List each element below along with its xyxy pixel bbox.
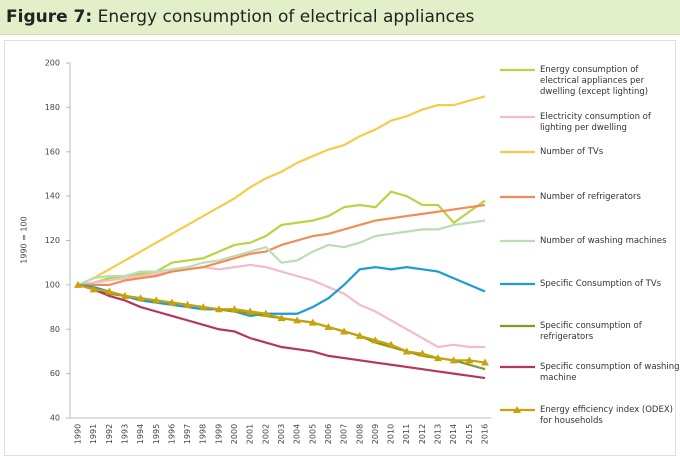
x-tick-label: 2015: [465, 424, 474, 444]
x-tick-label: 2005: [308, 424, 317, 444]
marker: [167, 298, 176, 306]
y-tick-label: 100: [45, 280, 60, 289]
marker: [74, 280, 82, 288]
x-tick-label: 2016: [481, 424, 490, 444]
series-line: [77, 266, 486, 318]
marker: [449, 356, 458, 364]
marker: [199, 303, 208, 311]
marker: [324, 323, 333, 331]
marker: [465, 356, 474, 364]
marker: [277, 314, 286, 322]
y-tick-label: 60: [50, 369, 60, 378]
legend-entry: Specific consumption of refrigerators: [540, 320, 642, 342]
series-line: [77, 190, 486, 286]
x-tick-label: 2011: [402, 424, 411, 444]
x-tick-label: 2013: [434, 424, 443, 444]
marker: [120, 291, 129, 299]
y-axis-label: 1990 = 100: [20, 216, 29, 263]
legend-entry: Electricity consumption of lighting per …: [540, 111, 651, 133]
x-tick-label: 2004: [293, 424, 302, 444]
y-tick-label: 200: [45, 59, 60, 68]
y-tick-label: 120: [45, 236, 60, 245]
marker: [89, 285, 98, 293]
x-tick-label: 1993: [120, 424, 129, 444]
legend-entry: Specific Consumption of TVs: [540, 278, 662, 289]
series-line: [78, 203, 486, 286]
header: Figure 7: Energy consumption of electric…: [0, 0, 680, 35]
series-line: [77, 283, 486, 364]
marker: [183, 300, 192, 308]
marker: [481, 358, 489, 366]
marker: [418, 349, 427, 357]
x-tick-label: 1994: [136, 424, 145, 444]
marker: [387, 340, 396, 348]
figure-label: Figure 7:: [6, 7, 93, 27]
x-tick-label: 2007: [340, 424, 349, 444]
marker: [340, 327, 349, 335]
x-tick-label: 2000: [230, 424, 239, 444]
x-tick-label: 2014: [449, 424, 458, 444]
legend-entry: Energy efficiency index (ODEX) for house…: [540, 404, 673, 426]
x-tick-label: 2003: [277, 424, 286, 444]
marker: [246, 307, 255, 315]
marker: [402, 347, 411, 355]
series-line: [77, 95, 486, 286]
x-tick-label: 1995: [152, 424, 161, 444]
x-tick-label: 1997: [183, 424, 192, 444]
marker: [308, 318, 317, 326]
marker: [434, 354, 443, 362]
x-tick-label: 2012: [418, 424, 427, 444]
marker: [214, 305, 223, 313]
x-tick-label: 1999: [214, 424, 223, 444]
x-tick-label: 1992: [105, 424, 114, 444]
y-tick-label: 80: [50, 325, 60, 334]
y-tick-label: 40: [50, 414, 60, 423]
marker: [293, 316, 302, 324]
y-tick-label: 160: [45, 147, 60, 156]
x-tick-label: 2002: [261, 424, 270, 444]
x-tick-label: 2010: [387, 424, 396, 444]
legend-entry: Number of washing machines: [540, 235, 667, 246]
legend-entry: Number of TVs: [540, 146, 604, 157]
x-tick-label: 1991: [89, 424, 98, 444]
y-tick-label: 180: [45, 103, 60, 112]
legend-entry: Number of refrigerators: [540, 191, 641, 202]
frame: [4, 40, 676, 456]
series-line: [77, 283, 486, 380]
y-tick-label: 140: [45, 192, 60, 201]
series-line: [77, 219, 486, 286]
x-tick-label: 1990: [74, 424, 83, 444]
marker: [136, 294, 145, 302]
legend-entry: Specific consumption of washing machine: [540, 361, 680, 383]
x-tick-label: 1996: [167, 424, 176, 444]
marker: [230, 305, 239, 313]
legend-marker: [513, 406, 521, 413]
x-tick-label: 2001: [246, 424, 255, 444]
marker: [355, 331, 364, 339]
x-tick-label: 2008: [355, 424, 364, 444]
x-tick-label: 2009: [371, 424, 380, 444]
marker: [105, 287, 114, 295]
marker: [152, 296, 161, 304]
marker: [371, 336, 380, 344]
legend-entry: Energy consumption of electrical applian…: [540, 64, 649, 97]
x-tick-label: 1998: [199, 424, 208, 444]
marker: [261, 309, 270, 317]
series-line: [77, 263, 485, 349]
chart-title: Energy consumption of electrical applian…: [97, 7, 475, 27]
x-tick-label: 2006: [324, 424, 333, 444]
